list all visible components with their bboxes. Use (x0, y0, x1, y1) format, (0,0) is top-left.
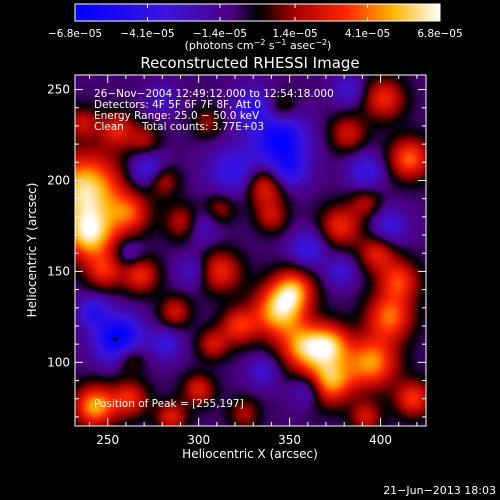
annotation-detectors: Detectors: 4F 5F 6F 7F 8F, Att 0 (94, 99, 261, 111)
x-tick-label: 250 (96, 433, 119, 447)
colorbar-units-label: (photons cm−2 s−1 asec−2) (185, 38, 332, 52)
x-axis-label: Heliocentric X (arcsec) (182, 447, 318, 461)
footer-timestamp: 21−Jun−2013 18:03 (383, 484, 496, 497)
y-tick-label: 100 (47, 355, 70, 369)
chart-title: Reconstructed RHESSI Image (140, 54, 359, 72)
annotations: 26−Nov−2004 12:49:12.000 to 12:54:18.000… (94, 88, 334, 410)
annotation-method: Clean (94, 121, 124, 133)
colorbar-tick-label: 1.4e−05 (272, 28, 317, 40)
y-tick-label: 150 (47, 264, 70, 278)
annotation-energy: Energy Range: 25.0 − 50.0 keV (94, 110, 260, 122)
axis-ticks (75, 75, 426, 426)
annotation-peak-position: Position of Peak = [255,197] (94, 398, 244, 410)
axis-tick-labels: 250 300 350 400 100 150 200 250 (47, 83, 392, 447)
colorbar-tick-labels: −6.8e−05 −4.1e−05 −1.4e−05 1.4e−05 4.1e−05 6.… (48, 28, 463, 40)
y-tick-label: 200 (47, 173, 70, 187)
heatmap-image (75, 75, 426, 426)
colorbar-tick-label: −1.4e−05 (193, 28, 247, 40)
colorbar-tick-label: −4.1e−05 (120, 28, 174, 40)
colorbar-tick-label: 4.1e−05 (345, 28, 390, 40)
colorbar-tick-label: 6.8e−05 (417, 28, 462, 40)
plot-frame (74, 74, 427, 427)
peak-marker (113, 336, 118, 341)
annotation-counts: Total counts: 3.77E+03 (141, 121, 264, 133)
annotation-time-range: 26−Nov−2004 12:49:12.000 to 12:54:18.000 (94, 88, 334, 100)
colorbar (74, 3, 441, 22)
y-axis-label: Heliocentric Y (arcsec) (25, 183, 39, 318)
x-tick-label: 300 (187, 433, 210, 447)
y-tick-label: 250 (47, 83, 70, 97)
x-tick-label: 400 (369, 433, 392, 447)
colorbar-tick-label: −6.8e−05 (48, 28, 102, 40)
colorbar-ticks (74, 4, 441, 21)
x-tick-label: 350 (278, 433, 301, 447)
